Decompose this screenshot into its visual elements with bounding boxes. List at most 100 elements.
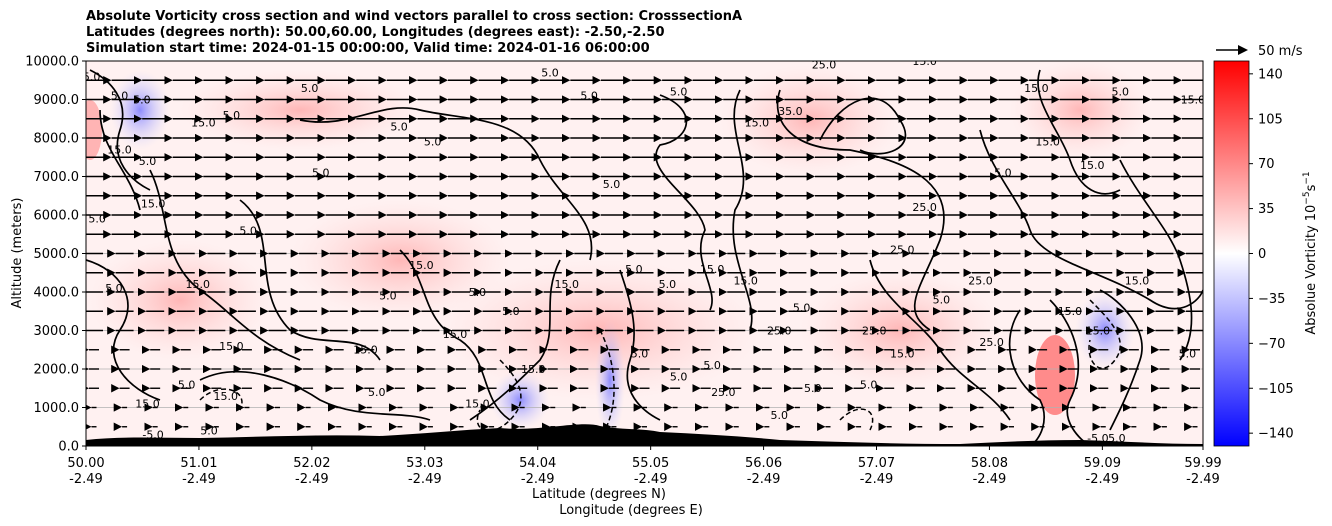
vorticity-shade	[1010, 61, 1150, 160]
vorticity-shade	[110, 70, 170, 150]
contour-labels: 5.0 5.0 5.0 5.0 15.0 5.0 5.0 5.0 5.0 15.0 15.0 5.0 5…	[86, 59, 1206, 445]
contour-line	[1008, 309, 1045, 446]
contour-line	[1088, 299, 1121, 369]
contour-line	[1099, 289, 1143, 431]
contour-label: 15.0	[1035, 136, 1060, 149]
contour-label: 15.0	[521, 363, 546, 376]
contour-line	[199, 388, 243, 411]
contour-label: 5.0	[631, 347, 649, 360]
y-tick-label: 0.0	[58, 440, 79, 455]
y-axis-label: Altitude (meters)	[10, 198, 25, 309]
contour-label: -5.0	[1087, 432, 1108, 445]
colorbar-tick-label: 70	[1258, 157, 1275, 172]
x-tick-label-longitude: -2.49	[747, 472, 781, 487]
contour-label: 25.0	[979, 336, 1004, 349]
colorbar-tick-label: −35	[1258, 292, 1285, 307]
x-tick-label-latitude: 51.01	[180, 456, 217, 471]
colorbar-label-text: Absolue Vorticity 10	[1304, 205, 1319, 335]
contour-label: 15.0	[1080, 159, 1105, 172]
contour-label: 5.0	[390, 120, 408, 133]
contour-label: 5.0	[239, 224, 257, 237]
quiver-key-label: 50 m/s	[1258, 44, 1303, 59]
contour-label: 5.0	[200, 424, 218, 437]
negative-contour-lines	[199, 299, 1121, 432]
contour-label: 5.0	[424, 136, 442, 149]
contour-label: 15.0	[1181, 93, 1206, 106]
contour-label: 15.0	[733, 274, 758, 287]
contour-line	[1037, 69, 1121, 195]
contour-label: 15.0	[409, 259, 434, 272]
contour-line	[732, 89, 753, 331]
contour-label: 5.0	[502, 305, 520, 318]
x-axis-label-latitude: Latitude (degrees N)	[532, 487, 666, 502]
contour-label: 25.0	[968, 274, 993, 287]
contour-label: 5.0	[860, 378, 878, 391]
chart-title-line-3: Simulation start time: 2024-01-15 00:00:…	[86, 41, 650, 56]
contour-label: 25.0	[711, 386, 736, 399]
colorbar-tick-label: −70	[1258, 337, 1285, 352]
colorbar-tick-label: 35	[1258, 202, 1275, 217]
colorbar-tick-label: 0	[1258, 247, 1266, 262]
contour-label: 15.0	[465, 398, 490, 411]
y-tick-label: 7000.0	[34, 170, 80, 185]
vorticity-shade	[800, 270, 1000, 390]
colorbar-tick-label: 140	[1258, 67, 1283, 82]
contour-line	[619, 269, 661, 421]
x-tick-label-latitude: 59.99	[1184, 456, 1221, 471]
contour-label: 5.0	[1179, 347, 1197, 360]
vorticity-shade	[86, 100, 102, 160]
contour-label: 5.0	[379, 290, 397, 303]
contour-label: 5.0	[301, 82, 319, 95]
contour-label: 15.0	[700, 263, 725, 276]
x-tick-label-latitude: 59.09	[1084, 456, 1121, 471]
contour-label: 5.0	[541, 66, 559, 79]
y-tick-label: 4000.0	[34, 286, 80, 301]
x-tick-label-longitude: -2.49	[521, 472, 555, 487]
vorticity-shade	[180, 70, 420, 150]
x-tick-label-longitude: -2.49	[408, 472, 442, 487]
contour-label: -5.0	[142, 428, 163, 441]
contour-line	[299, 107, 593, 261]
x-tick-label-longitude: -2.49	[860, 472, 894, 487]
contour-line	[399, 249, 511, 421]
colorbar-tick-label: −140	[1258, 427, 1294, 442]
contour-label: 5.0	[625, 263, 643, 276]
vorticity-shade	[1035, 335, 1075, 415]
contour-label: 5.0	[111, 90, 129, 103]
contour-line	[599, 329, 615, 431]
x-tick-label-longitude: -2.49	[295, 472, 329, 487]
x-tick-label-latitude: 54.04	[519, 456, 556, 471]
contour-label: 5.0	[804, 382, 822, 395]
contour-label: 5.0	[793, 301, 811, 314]
contour-label: 15.0	[107, 143, 132, 156]
colorbar-label-exp-1: −5	[1302, 191, 1312, 204]
contour-label: 25.0	[812, 59, 837, 72]
contour-label: 35.0	[778, 105, 803, 118]
vorticity-shade	[290, 200, 510, 320]
x-tick-label-latitude: 53.03	[406, 456, 443, 471]
x-tick-label-latitude: 58.08	[971, 456, 1008, 471]
contour-line	[476, 359, 522, 432]
plot-area: 5.0 5.0 5.0 5.0 15.0 5.0 5.0 5.0 5.0 15.0 15.0 5.0 5…	[86, 59, 1206, 446]
contour-label: 5.0	[133, 93, 151, 106]
contour-label: 5.0	[770, 409, 788, 422]
x-tick-label-latitude: 55.05	[632, 456, 669, 471]
contour-label: 15.0	[890, 347, 915, 360]
contour-label: 5.0	[223, 109, 241, 122]
x-tick-label-longitude: -2.49	[69, 472, 103, 487]
contour-label: 5.0	[659, 278, 677, 291]
x-tick-label-longitude: -2.49	[182, 472, 216, 487]
contour-label: 5.0	[994, 167, 1012, 180]
y-tick-label: 1000.0	[34, 401, 80, 416]
contour-label: 15.0	[555, 278, 580, 291]
contour-line	[1049, 299, 1091, 446]
vorticity-shade	[595, 320, 625, 440]
colorbar-ticks: 140 105 70 35 0 −35 −70 −105 −140	[1249, 67, 1294, 442]
x-tick-label-latitude: 56.06	[745, 456, 782, 471]
contour-label: 15.0	[141, 197, 166, 210]
contour-label: 5.0	[670, 371, 688, 384]
y-tick-label: 5000.0	[34, 247, 80, 262]
contour-label: 5.0	[88, 213, 106, 226]
contour-label: 5.0	[670, 86, 688, 99]
